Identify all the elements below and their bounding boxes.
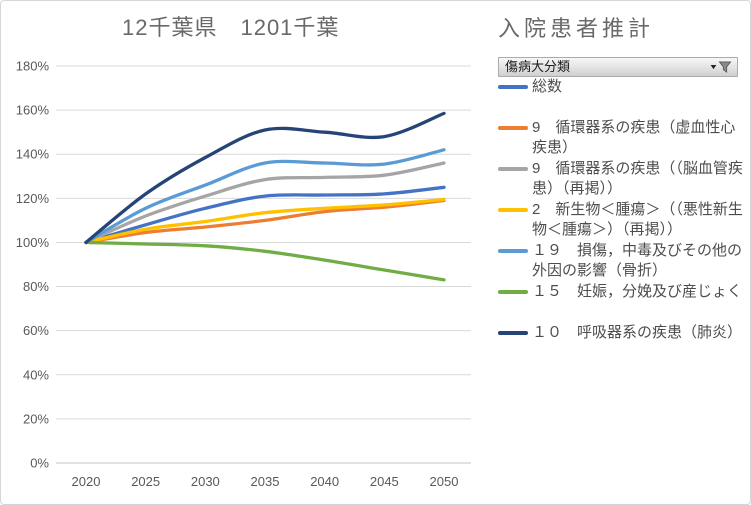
y-tick-label: 80%: [23, 279, 49, 294]
legend-item-injury-fracture: １９ 損傷，中毒及びその他の外因の影響（骨折）: [498, 241, 746, 282]
legend-item-respiratory-pneumonia: １０ 呼吸器系の疾患（肺炎）: [498, 323, 746, 364]
y-tick-label: 120%: [16, 191, 50, 206]
chart-legend: 総数 9 循環器系の疾患（虚血性心疾患） 9 循環器系の疾患（（脳血管疾患）（再…: [498, 77, 746, 364]
y-tick-label: 160%: [16, 103, 50, 118]
x-tick-label: 2035: [251, 474, 280, 489]
y-tick-label: 20%: [23, 411, 49, 426]
legend-line-swatch: [498, 126, 528, 130]
y-tick-label: 0%: [30, 456, 49, 471]
x-tick-label: 2025: [131, 474, 160, 489]
series-line: [84, 240, 446, 282]
legend-item-label: 9 循環器系の疾患（虚血性心疾患）: [532, 119, 736, 156]
y-tick-label: 100%: [16, 235, 50, 250]
dropdown-arrow-icon: ▼: [708, 63, 719, 71]
filter-field-label: 傷病大分類: [505, 59, 571, 74]
legend-item-pregnancy: １５ 妊娠，分娩及び産じょく: [498, 282, 746, 323]
series-line: [84, 197, 446, 245]
chart-subtitle: 入院患者推計: [498, 16, 655, 41]
funnel-filter-icon: [718, 61, 732, 73]
y-tick-label: 40%: [23, 367, 49, 382]
legend-item-label: １０ 呼吸器系の疾患（肺炎）: [532, 324, 743, 341]
x-tick-label: 2030: [191, 474, 220, 489]
y-tick-label: 180%: [16, 59, 50, 74]
legend-item-cerebrovascular: 9 循環器系の疾患（（脳血管疾患）（再掲））: [498, 159, 746, 200]
legend-line-swatch: [498, 208, 528, 212]
series-line: [84, 185, 446, 245]
legend-item-ischemic-heart: 9 循環器系の疾患（虚血性心疾患）: [498, 118, 746, 159]
legend-item-neoplasm: 2 新生物＜腫瘍＞（（悪性新生物＜腫瘍＞）（再掲））: [498, 200, 746, 241]
legend-item-total: 総数: [498, 77, 746, 118]
x-tick-label: 2040: [310, 474, 339, 489]
x-tick-label: 2020: [72, 474, 101, 489]
legend-line-swatch: [498, 167, 528, 171]
legend-item-label: １９ 損傷，中毒及びその他の外因の影響（骨折）: [532, 242, 743, 279]
series-line: [84, 161, 446, 245]
legend-line-swatch: [498, 290, 528, 294]
legend-item-label: 2 新生物＜腫瘍＞（（悪性新生物＜腫瘍＞）（再掲））: [532, 201, 743, 238]
series-line: [84, 148, 446, 245]
legend-item-label: １５ 妊娠，分娩及び産じょく: [532, 283, 743, 300]
y-tick-label: 140%: [16, 147, 50, 162]
legend-line-swatch: [498, 331, 528, 335]
legend-line-swatch: [498, 85, 528, 89]
y-tick-label: 60%: [23, 323, 49, 338]
series-line: [84, 198, 446, 245]
x-tick-label: 2045: [370, 474, 399, 489]
legend-item-label: 9 循環器系の疾患（（脳血管疾患）（再掲））: [532, 160, 743, 197]
filter-icons: ▼: [708, 60, 732, 74]
pivot-filter-button[interactable]: 傷病大分類 ▼: [498, 57, 738, 77]
legend-item-label: 総数: [532, 78, 563, 95]
chart-title: 12千葉県 1201千葉: [122, 15, 340, 40]
x-tick-label: 2050: [430, 474, 459, 489]
legend-line-swatch: [498, 249, 528, 253]
series-line: [84, 111, 446, 245]
